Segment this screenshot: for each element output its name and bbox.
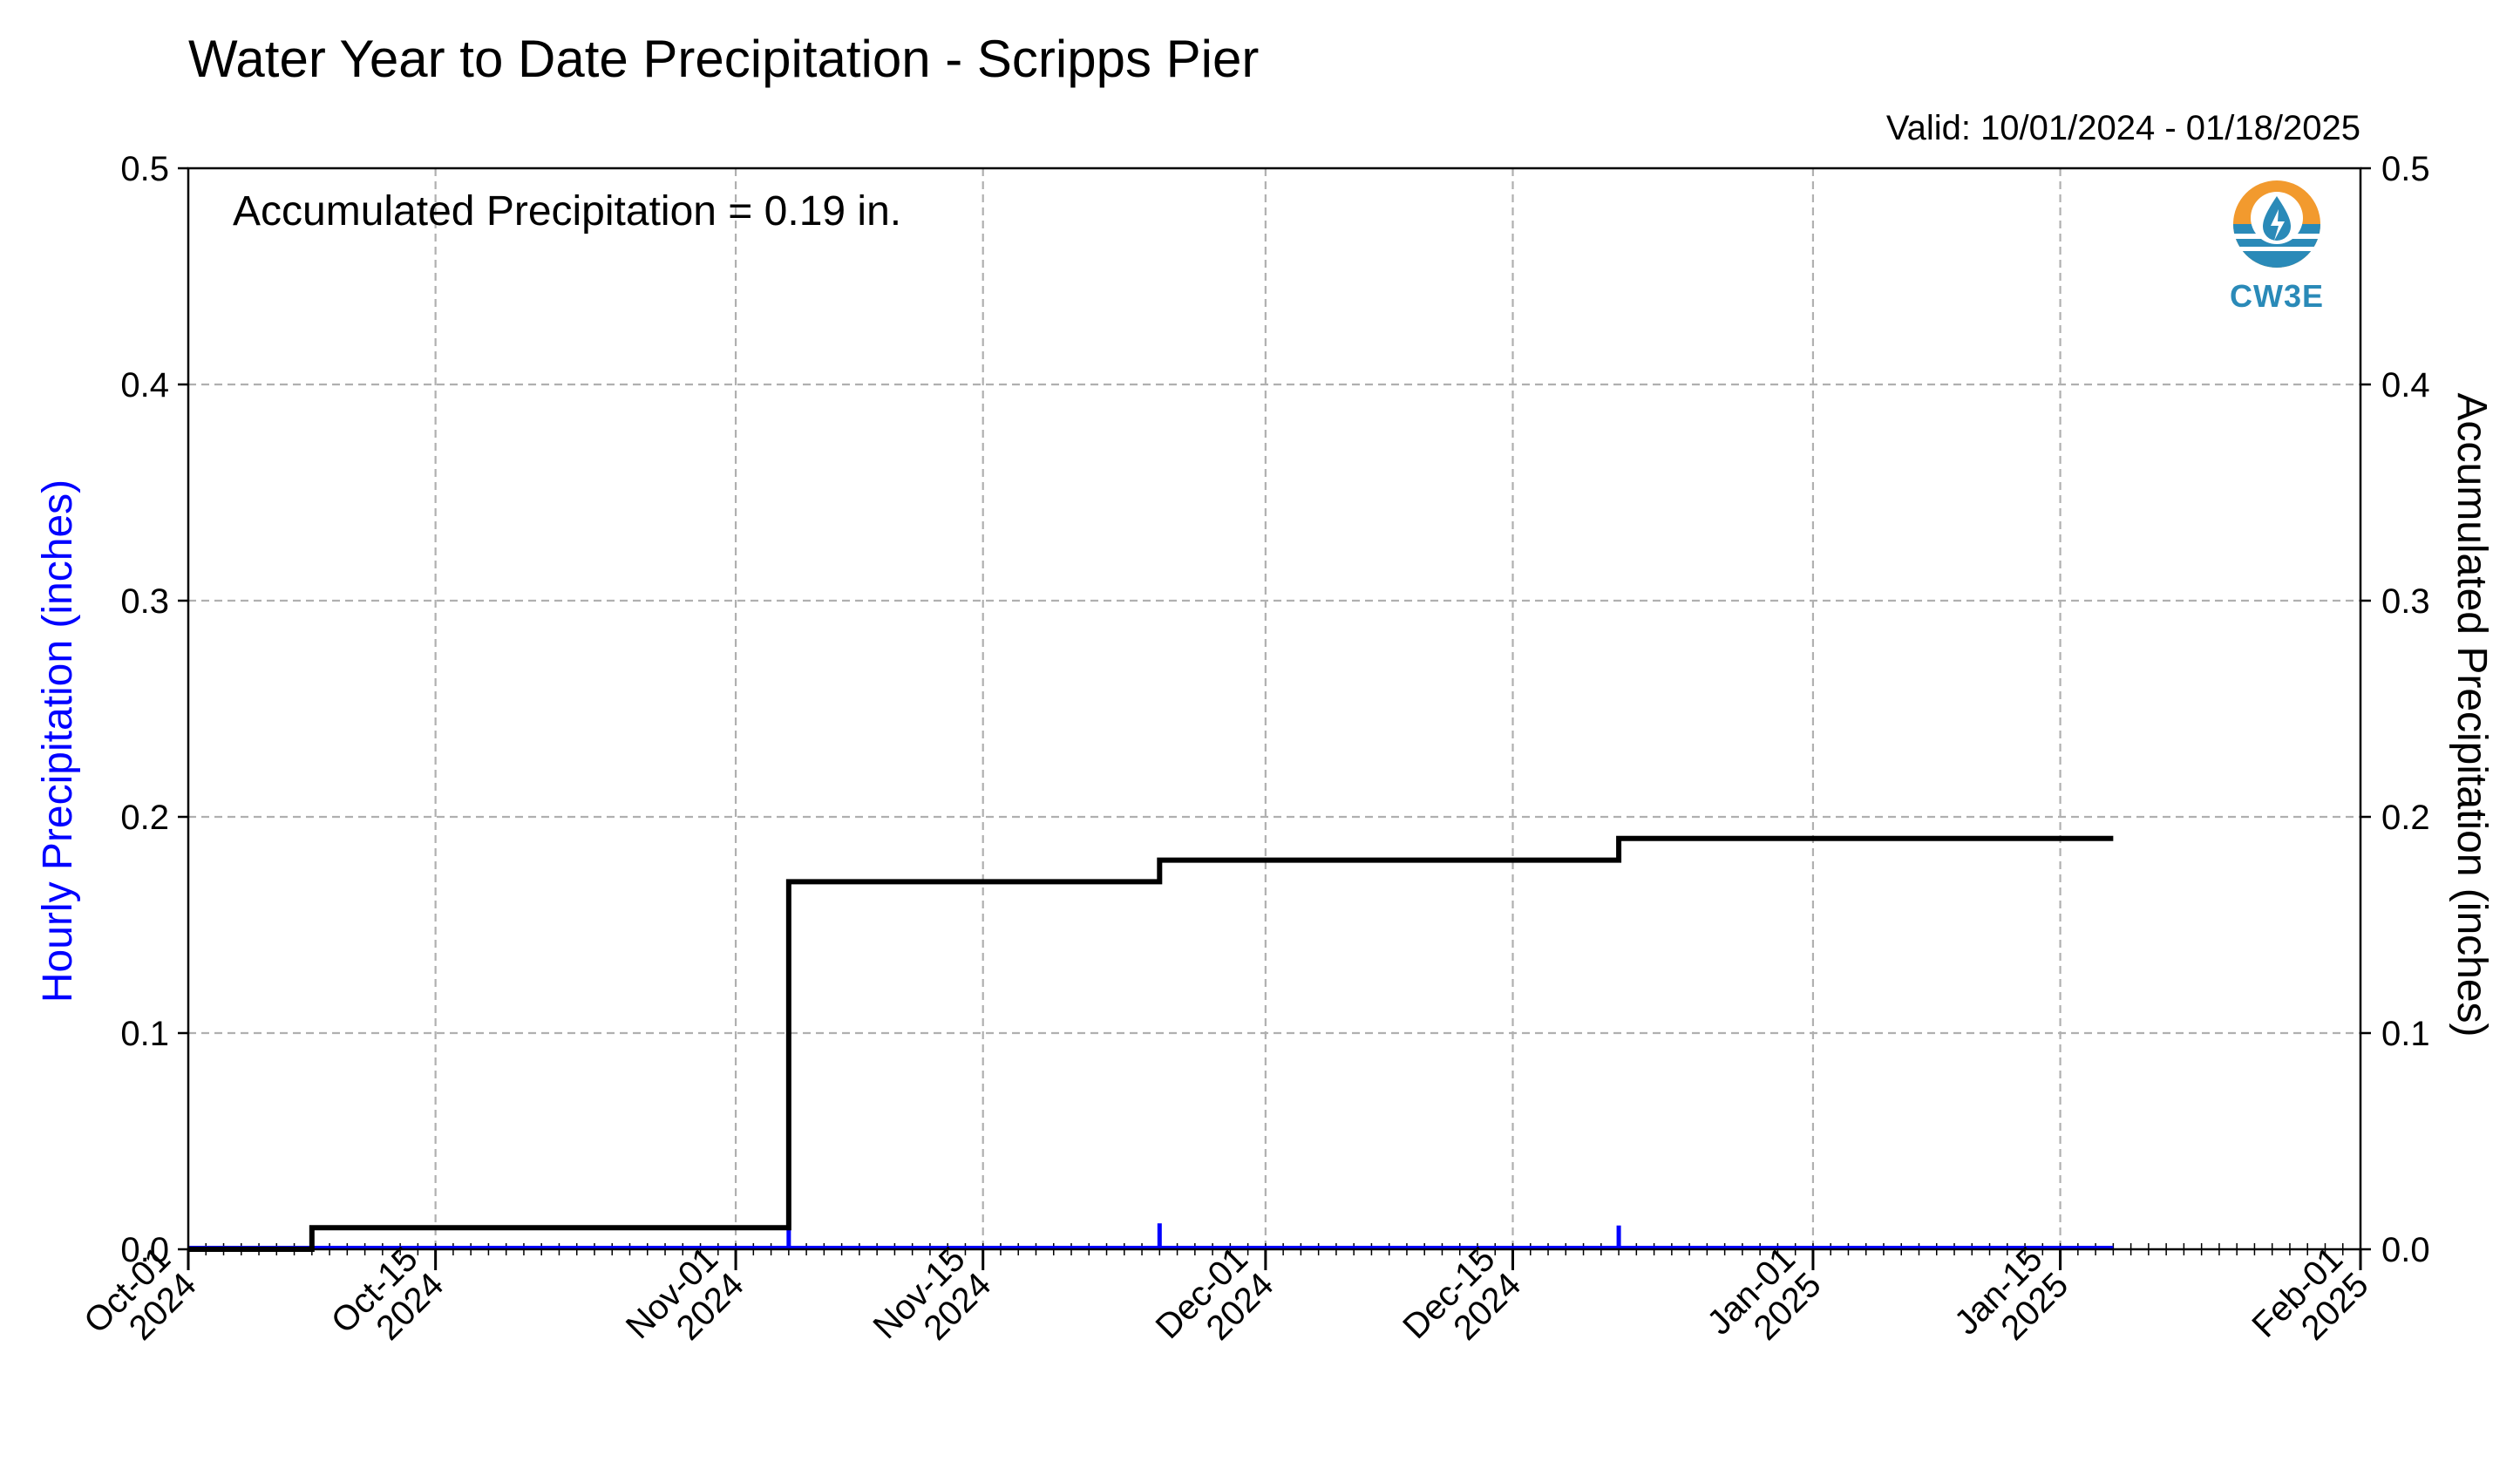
y-tick-label-left: 0.3 bbox=[120, 582, 169, 621]
y-tick-label-right: 0.1 bbox=[2381, 1015, 2430, 1053]
valid-date-range: Valid: 10/01/2024 - 01/18/2025 bbox=[1886, 109, 2360, 147]
y-tick-label-right: 0.4 bbox=[2381, 366, 2430, 405]
cw3e-logo: CW3E bbox=[2230, 180, 2324, 314]
y-tick-label-right: 0.3 bbox=[2381, 582, 2430, 621]
y-axis-right-label: Accumulated Precipitation (inches) bbox=[2449, 392, 2495, 1037]
y-tick-label-left: 0.1 bbox=[120, 1015, 169, 1053]
y-tick-label-left: 0.2 bbox=[120, 799, 169, 837]
plot-frame bbox=[187, 167, 2362, 1251]
chart-title: Water Year to Date Precipitation - Scrip… bbox=[188, 30, 1259, 88]
y-tick-label-left: 0.0 bbox=[120, 1231, 169, 1269]
y-axis-ticks: 0.0 0.0 0.1 0.1 0.2 0.2 0.3 0.3 0.4 0.4 0.5 0.5 bbox=[120, 150, 2429, 1269]
y-tick-label-left: 0.5 bbox=[120, 150, 169, 188]
y-tick-label-right: 0.0 bbox=[2381, 1231, 2430, 1269]
y-tick-label-right: 0.5 bbox=[2381, 150, 2430, 188]
accumulated-series-line bbox=[188, 835, 2114, 1252]
y-tick-label-left: 0.4 bbox=[120, 366, 169, 405]
y-tick-label-right: 0.2 bbox=[2381, 799, 2430, 837]
cw3e-water-drop-logo-icon bbox=[2233, 180, 2320, 268]
accumulated-annotation: Accumulated Precipitation = 0.19 in. bbox=[233, 188, 901, 235]
hourly-series bbox=[188, 1223, 2114, 1249]
grid-lines bbox=[188, 168, 2360, 1249]
y-axis-left-label: Hourly Precipitation (inches) bbox=[35, 479, 81, 1003]
cw3e-logo-text: CW3E bbox=[2230, 278, 2324, 314]
